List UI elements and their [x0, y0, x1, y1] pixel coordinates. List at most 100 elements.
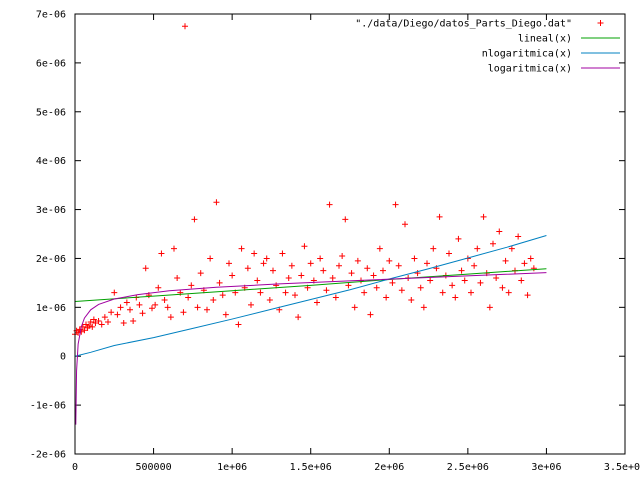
data-point: [251, 250, 258, 257]
data-point: [266, 297, 273, 303]
data-point: [111, 289, 118, 296]
data-point: [427, 277, 434, 284]
data-point: [345, 282, 352, 289]
data-point: [342, 216, 349, 223]
x-tick-label: 2.5e+06: [447, 462, 489, 473]
data-point: [424, 260, 430, 267]
data-point: [174, 275, 181, 281]
data-point: [263, 255, 270, 262]
data-point: [295, 314, 302, 321]
data-point: [89, 323, 96, 330]
data-point: [314, 299, 320, 306]
data-point: [254, 277, 261, 284]
data-point: [191, 216, 198, 223]
y-tick-label: 3e-06: [36, 205, 66, 216]
y-tick-label: 1e-06: [36, 303, 66, 314]
x-tick-label: 3e+06: [531, 462, 561, 473]
legend-label: nlogaritmica(x): [482, 49, 572, 60]
data-point: [402, 221, 408, 228]
y-tick-label: -2e-06: [30, 450, 66, 461]
y-tick-label: 7e-06: [36, 10, 66, 21]
data-point: [161, 297, 168, 303]
series-line: [74, 234, 547, 357]
y-tick-label: 2e-06: [36, 254, 66, 265]
data-point: [307, 260, 314, 267]
data-point: [430, 245, 437, 252]
data-point: [389, 279, 396, 286]
data-point: [329, 275, 336, 281]
data-point: [449, 282, 456, 289]
data-point: [490, 240, 496, 247]
data-point: [188, 282, 195, 289]
data-point: [152, 301, 159, 308]
data-point: [158, 250, 165, 257]
data-point: [455, 235, 462, 242]
data-point: [92, 319, 99, 326]
data-point: [180, 309, 187, 316]
data-point: [348, 270, 355, 277]
legend-label: lineal(x): [518, 34, 572, 45]
data-point: [508, 245, 515, 252]
data-point: [194, 304, 201, 311]
data-point: [408, 297, 415, 303]
series-2: [74, 234, 547, 357]
data-point: [392, 201, 399, 208]
data-point: [171, 245, 177, 252]
data-point: [204, 306, 210, 313]
data-point: [411, 255, 418, 262]
data-point: [123, 299, 130, 306]
data-point: [351, 304, 358, 311]
x-tick-label: 1.5e+06: [290, 462, 332, 473]
data-point: [288, 262, 295, 269]
data-point: [364, 265, 371, 272]
data-point: [167, 314, 174, 321]
data-point: [83, 321, 89, 328]
data-point: [461, 277, 468, 284]
data-point: [486, 304, 493, 311]
data-point: [213, 199, 220, 206]
data-point: [439, 289, 446, 296]
data-point: [164, 304, 171, 311]
data-point: [139, 310, 146, 317]
series-3: [75, 272, 547, 425]
data-point: [238, 245, 245, 252]
data-point: [182, 23, 188, 30]
data-point: [320, 267, 327, 274]
data-point: [493, 275, 500, 281]
data-point: [210, 297, 217, 303]
data-point: [527, 255, 534, 262]
data-point: [229, 272, 236, 279]
legend-label: "./data/Diego/datos_Parts_Diego.dat": [355, 19, 572, 30]
data-point: [530, 265, 537, 272]
x-tick-label: 1e+06: [217, 462, 247, 473]
data-point: [417, 284, 424, 291]
data-point: [114, 311, 121, 318]
data-point: [216, 279, 223, 286]
legend: "./data/Diego/datos_Parts_Diego.dat"line…: [355, 19, 620, 75]
data-point: [477, 279, 484, 286]
data-point: [130, 318, 137, 325]
series-line: [74, 268, 547, 302]
data-point: [185, 294, 192, 301]
data-point: [336, 262, 342, 269]
data-point: [499, 284, 506, 291]
data-point: [149, 305, 155, 312]
data-point: [370, 272, 377, 279]
y-tick-label: -1e-06: [30, 401, 66, 412]
y-tick-label: 0: [60, 352, 66, 363]
data-point: [87, 319, 94, 325]
data-point: [339, 253, 346, 259]
data-point: [480, 213, 487, 220]
y-tick-label: 5e-06: [36, 107, 66, 118]
data-point: [78, 328, 85, 335]
data-point: [383, 294, 390, 301]
data-point: [380, 267, 386, 274]
data-point: [219, 292, 226, 299]
data-point: [120, 319, 127, 326]
data-point: [458, 267, 465, 274]
data-point: [420, 304, 427, 311]
data-point: [105, 319, 111, 325]
data-point: [376, 245, 383, 252]
y-tick-label: 4e-06: [36, 156, 66, 167]
